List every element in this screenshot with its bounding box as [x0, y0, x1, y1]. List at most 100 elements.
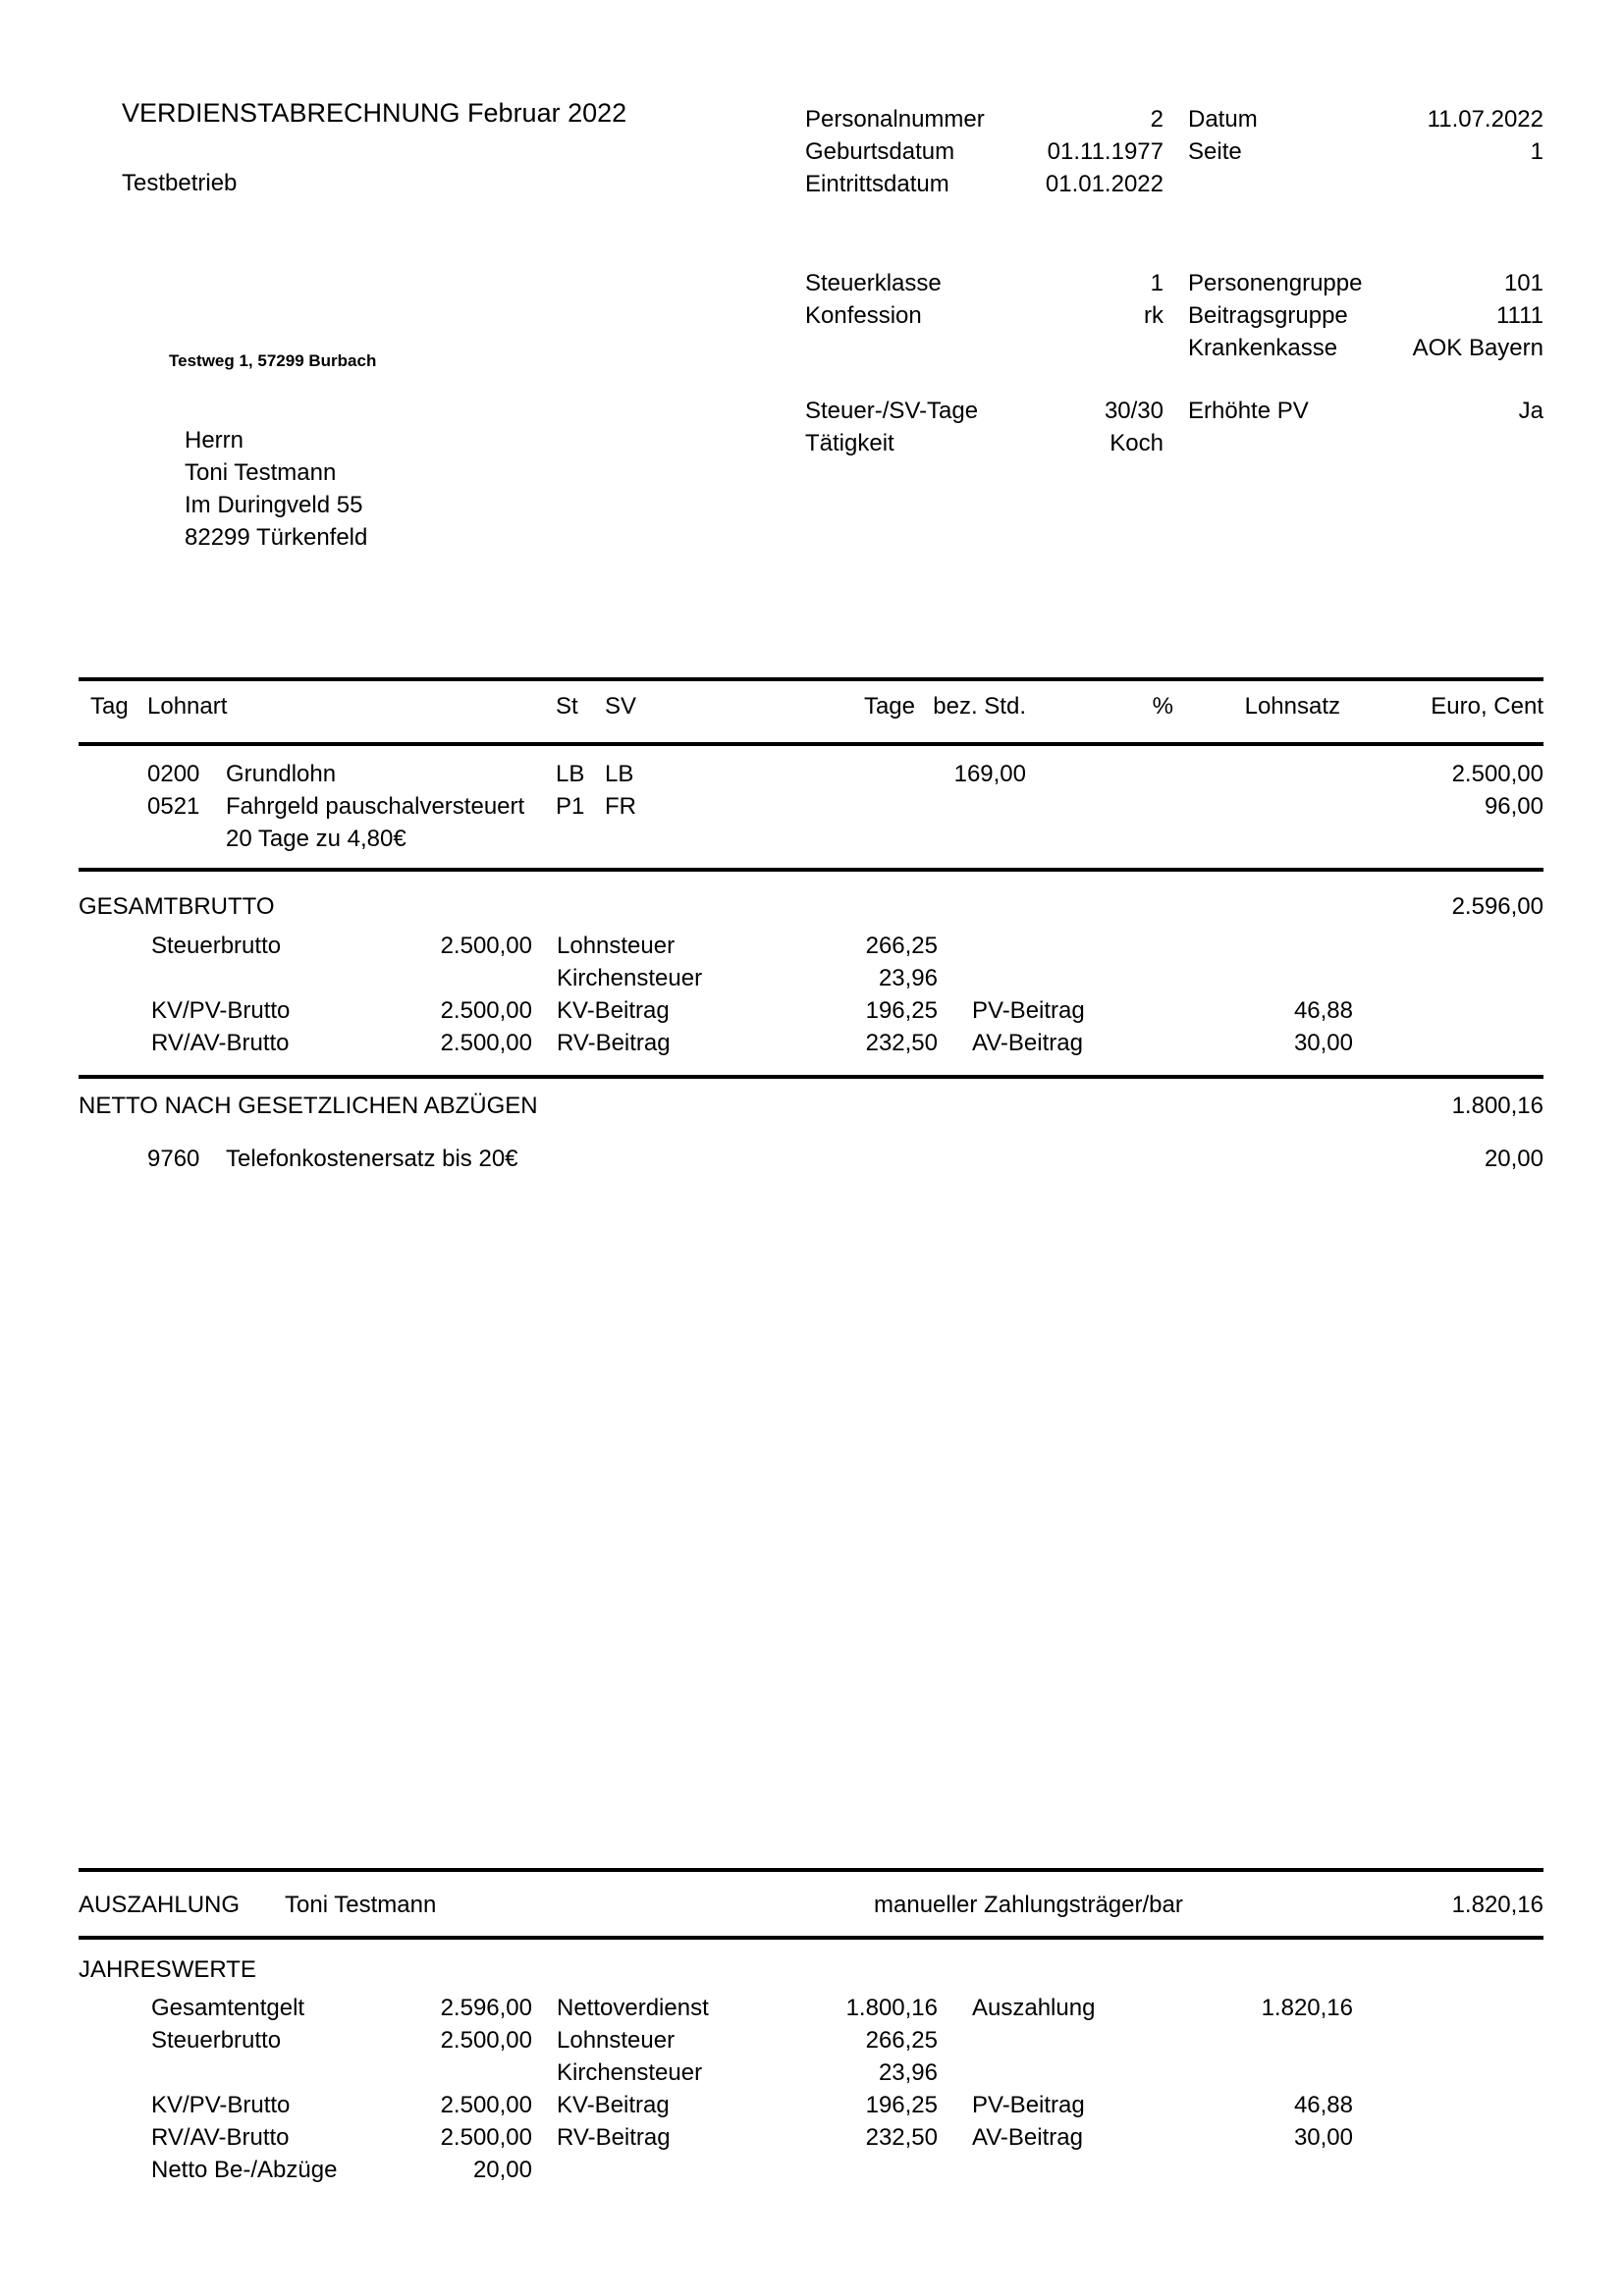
annual-value: 1.800,16	[845, 1995, 938, 2021]
info-block-days: Steuer-/SV-Tage 30/30 Erhöhte PV Ja Täti…	[805, 395, 1543, 459]
annual-row: KV/PV-Brutto 2.500,00 KV-Beitrag 196,25 …	[79, 2089, 1543, 2121]
net-item-row: 9760 Telefonkostenersatz bis 20€ 20,00	[79, 1143, 1543, 1175]
net-total-row: NETTO NACH GESETZLICHEN ABZÜGEN 1.800,16	[79, 1090, 1543, 1122]
deduction-row: Kirchensteuer 23,96	[79, 962, 1543, 994]
annual-label	[972, 2154, 1168, 2186]
column-header-tag: Tag	[90, 693, 129, 720]
annual-value: 30,00	[1293, 2124, 1353, 2151]
annual-value	[1168, 2056, 1353, 2089]
recipient-street: Im Duringveld 55	[185, 492, 363, 518]
wage-type-st: P1	[556, 793, 585, 820]
wage-type-sv: LB	[605, 761, 634, 787]
info-label: Personengruppe	[1188, 270, 1363, 296]
info-value	[1345, 168, 1543, 200]
info-value: 30/30	[1104, 398, 1164, 424]
info-value: rk	[1144, 302, 1164, 329]
deduction-label: Lohnsteuer	[557, 933, 676, 959]
info-value: 01.01.2022	[1045, 171, 1164, 197]
annual-value: 2.596,00	[440, 1995, 532, 2021]
wage-type-amount: 2.500,00	[1451, 761, 1543, 787]
deduction-value	[1168, 962, 1353, 994]
info-value	[1041, 332, 1164, 364]
annual-label: Kirchensteuer	[557, 2059, 703, 2086]
annual-section-label: JAHRESWERTE	[79, 1956, 256, 1983]
column-header-tage: Tage	[863, 693, 915, 720]
wage-type-hours: 169,00	[953, 761, 1026, 787]
info-label: Konfession	[805, 302, 922, 329]
deduction-value: 46,88	[1293, 997, 1353, 1024]
annual-label: KV/PV-Brutto	[151, 2092, 291, 2118]
deduction-value: 196,25	[865, 997, 938, 1024]
annual-value	[1168, 2154, 1353, 2186]
info-label: Steuerklasse	[805, 270, 942, 296]
column-header-percent: %	[1152, 693, 1173, 720]
info-value: 1	[1530, 138, 1543, 165]
column-header-sv: SV	[605, 693, 637, 720]
annual-label: RV-Beitrag	[557, 2124, 671, 2151]
annual-label: KV-Beitrag	[557, 2092, 670, 2118]
info-value: Koch	[1110, 430, 1164, 456]
info-row: Eintrittsdatum 01.01.2022	[805, 168, 1543, 200]
column-header-bez-std: bez. Std.	[933, 693, 1026, 720]
annual-label	[972, 2056, 1168, 2089]
wage-type-code: 0521	[147, 793, 200, 820]
annual-value: 20,00	[472, 2157, 532, 2183]
info-value: 01.11.1977	[1047, 138, 1164, 165]
payout-row: AUSZAHLUNG Toni Testmann manueller Zahlu…	[79, 1889, 1543, 1921]
annual-value: 2.500,00	[440, 2027, 532, 2054]
rule-payout-top	[79, 1868, 1543, 1872]
annual-label	[151, 2056, 348, 2089]
info-value: Ja	[1518, 398, 1543, 424]
annual-label: Auszahlung	[972, 1995, 1096, 2021]
annual-row: RV/AV-Brutto 2.500,00 RV-Beitrag 232,50 …	[79, 2121, 1543, 2154]
deduction-label: Steuerbrutto	[151, 933, 282, 959]
rule-table-top	[79, 677, 1543, 681]
deduction-label: AV-Beitrag	[972, 1030, 1083, 1056]
deduction-label	[151, 962, 348, 994]
annual-label: Lohnsteuer	[557, 2027, 676, 2054]
deduction-value: 2.500,00	[440, 1030, 532, 1056]
info-block-tax: Steuerklasse 1 Personengruppe 101 Konfes…	[805, 267, 1543, 364]
annual-row: Steuerbrutto 2.500,00 Lohnsteuer 266,25	[79, 2024, 1543, 2056]
deduction-row: Steuerbrutto 2.500,00 Lohnsteuer 266,25	[79, 930, 1543, 962]
deduction-label: PV-Beitrag	[972, 997, 1085, 1024]
table-header-row: Tag Lohnart St SV Tage bez. Std. % Lohns…	[79, 690, 1543, 722]
annual-value: 266,25	[865, 2027, 938, 2054]
wage-type-name: Fahrgeld pauschalversteuert	[226, 793, 525, 820]
info-label: Geburtsdatum	[805, 138, 955, 165]
info-value: AOK Bayern	[1412, 335, 1543, 361]
info-row: Geburtsdatum 01.11.1977 Seite 1	[805, 135, 1543, 168]
annual-value: 196,25	[865, 2092, 938, 2118]
deduction-row: KV/PV-Brutto 2.500,00 KV-Beitrag 196,25 …	[79, 994, 1543, 1027]
payout-method: manueller Zahlungsträger/bar	[874, 1892, 1183, 1918]
deduction-value: 266,25	[865, 933, 938, 959]
info-row: Steuer-/SV-Tage 30/30 Erhöhte PV Ja	[805, 395, 1543, 427]
column-header-lohnsatz: Lohnsatz	[1244, 693, 1340, 720]
deduction-label	[972, 930, 1168, 962]
gross-total-row: GESAMTBRUTTO 2.596,00	[79, 890, 1543, 923]
info-row: Personalnummer 2 Datum 11.07.2022	[805, 103, 1543, 135]
wage-type-sv: FR	[605, 793, 636, 820]
company-name: Testbetrieb	[122, 170, 238, 196]
page-title: VERDIENSTABRECHNUNG Februar 2022	[122, 98, 627, 128]
info-label: Seite	[1188, 138, 1242, 165]
deduction-value: 2.500,00	[440, 933, 532, 959]
annual-label: Nettoverdienst	[557, 1995, 709, 2021]
annual-value: 232,50	[865, 2124, 938, 2151]
gross-total-label: GESAMTBRUTTO	[79, 893, 275, 920]
annual-value: 1.820,16	[1261, 1995, 1353, 2021]
table-row: 0521 Fahrgeld pauschalversteuert P1 FR 9…	[79, 790, 1543, 823]
info-label: Personalnummer	[805, 106, 985, 133]
deduction-value: 30,00	[1293, 1030, 1353, 1056]
info-value: 1111	[1495, 302, 1543, 329]
sender-address-line: Testweg 1, 57299 Burbach	[169, 351, 377, 370]
net-item-name: Telefonkostenersatz bis 20€	[226, 1146, 518, 1172]
payout-amount: 1.820,16	[1451, 1892, 1543, 1918]
info-row: Konfession rk Beitragsgruppe 1111	[805, 299, 1543, 332]
table-row: 0200 Grundlohn LB LB 169,00 2.500,00	[79, 758, 1543, 790]
recipient-name: Toni Testmann	[185, 459, 337, 486]
deduction-value	[1168, 930, 1353, 962]
rule-net-top	[79, 1075, 1543, 1079]
wage-type-amount: 96,00	[1484, 793, 1543, 820]
wage-type-name: Grundlohn	[226, 761, 337, 787]
